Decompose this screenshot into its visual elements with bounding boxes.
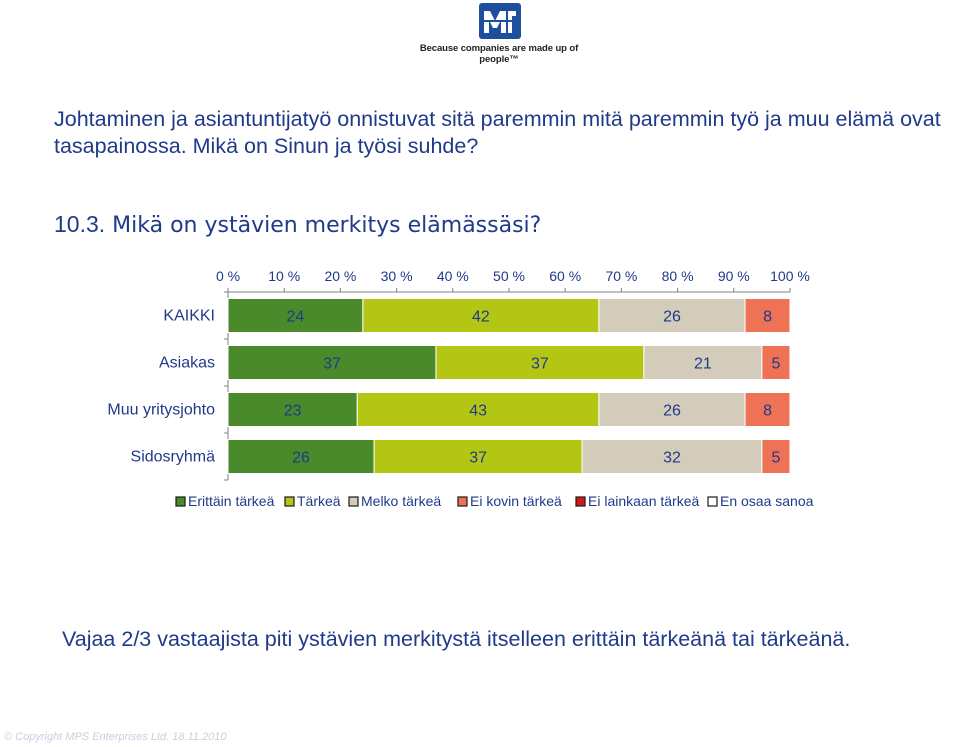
x-tick-label: 100 % [770,268,810,284]
x-tick-label: 50 % [493,268,525,284]
data-label: 42 [472,309,490,326]
x-tick-label: 90 % [718,268,750,284]
legend-label: Melko tärkeä [361,493,441,509]
bar-segment [227,345,437,380]
bar-segment [643,345,763,380]
summary-text: Vajaa 2/3 vastaajista piti ystävien merk… [62,627,851,651]
x-tick-label: 80 % [662,268,694,284]
bar-segment [581,439,763,474]
legend-label: Erittäin tärkeä [188,493,275,509]
legend-swatch [284,496,295,507]
question-number: 10.3. [54,211,106,237]
bar-segment [744,392,791,427]
bar-segment [598,392,746,427]
question-heading: 10.3. Mikä on ystävien merkitys elämässä… [54,211,654,238]
x-tick-label: 10 % [268,268,300,284]
legend-label: Ei kovin tärkeä [470,493,562,509]
data-label: 37 [531,356,549,373]
data-label: 43 [469,403,487,420]
data-label: 26 [663,309,681,326]
data-label: 5 [771,450,780,467]
x-tick-label: 20 % [324,268,356,284]
x-tick-label: 60 % [549,268,581,284]
data-label: 8 [763,309,772,326]
question-text: Mikä on ystävien merkitys elämässäsi? [112,213,542,238]
legend-label: Ei lainkaan tärkeä [588,493,700,509]
intro-text: Johtaminen ja asiantuntijatyö onnistuvat… [54,107,941,158]
category-label: KAIKKI [163,308,215,325]
x-tick-label: 0 % [216,268,240,284]
bar-segment [744,298,791,333]
x-tick-label: 70 % [605,268,637,284]
bar-segment [761,439,791,474]
category-label: Muu yritysjohto [107,402,215,419]
stacked-bar-chart: 0 % 10 % 20 % 30 % 40 % 50 % 60 % 70 % 80 % 90 % 1… [107,268,814,509]
bar-segment [362,298,600,333]
data-label: 26 [663,403,681,420]
x-tick-label: 40 % [437,268,469,284]
data-label: 26 [292,450,310,467]
data-label: 24 [287,309,305,326]
bar-segment [227,392,358,427]
footer-copyright: © Copyright MPS Enterprises Ltd. 18.11.2… [4,731,227,743]
category-label: Sidosryhmä [131,449,216,466]
data-label: 32 [663,450,681,467]
legend-swatch [707,496,718,507]
data-label: 21 [694,356,712,373]
data-label: 8 [763,403,772,420]
data-label: 23 [284,403,302,420]
bar-segment [598,298,746,333]
mps-logo-icon [479,3,521,39]
legend-swatch [175,496,186,507]
logo-tagline: Because companies are made up of people™ [419,43,579,65]
data-label: 37 [469,450,487,467]
legend-swatch [348,496,359,507]
data-label: 37 [323,356,341,373]
bar-segment [761,345,791,380]
x-tick-label: 30 % [381,268,413,284]
legend-swatch [457,496,468,507]
legend-label: Tärkeä [297,493,341,509]
legend-swatch [575,496,586,507]
category-label: Asiakas [159,355,215,372]
logo: Because companies are made up of people™ [404,3,594,65]
legend-label: En osaa sanoa [720,493,814,509]
bar-segment [356,392,600,427]
bar-segment [227,439,375,474]
bar-segment [373,439,583,474]
data-label: 5 [771,356,780,373]
